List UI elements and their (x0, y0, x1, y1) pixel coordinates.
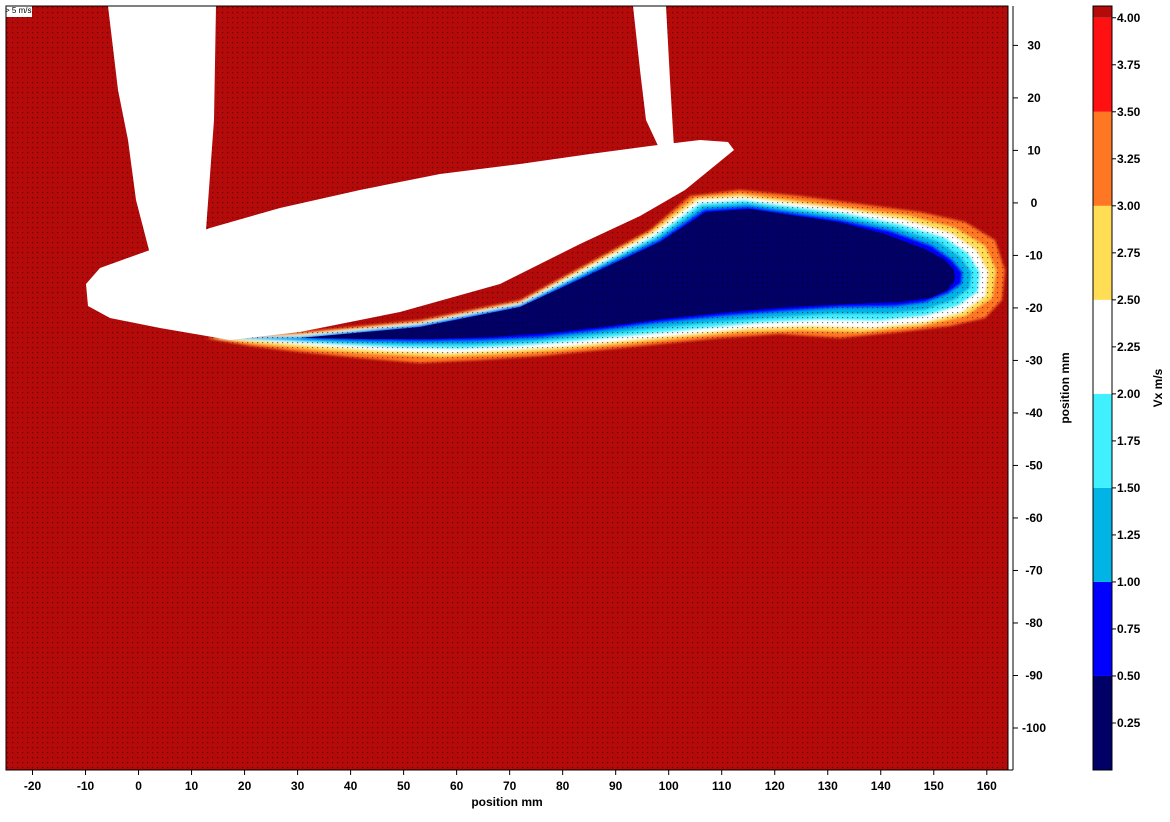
x-tick-label: 40 (344, 779, 358, 793)
x-tick-label: 0 (135, 779, 142, 793)
colorbar-level (1093, 581, 1112, 676)
colorbar-tick-label: 0.75 (1117, 622, 1141, 636)
right-support-strut-mask (633, 6, 674, 150)
colorbar-tick-label: 1.00 (1117, 575, 1141, 589)
colorbar-level (1093, 299, 1112, 394)
x-tick-label: 110 (712, 779, 732, 793)
y-tick-label: -40 (1025, 406, 1043, 420)
x-tick-label: 150 (924, 779, 944, 793)
x-tick-label: 120 (765, 779, 785, 793)
x-tick-label: 80 (556, 779, 570, 793)
vector-reference-label: > 5 m/s (5, 6, 31, 15)
colorbar-tick-label: 3.50 (1117, 105, 1141, 119)
colorbar-tick-label: 1.25 (1117, 528, 1141, 542)
colorbar-tick-label: 1.50 (1117, 481, 1141, 495)
x-tick-label: 160 (977, 779, 997, 793)
airfoil-mask (86, 140, 734, 340)
x-axis-label: position mm (471, 795, 542, 809)
x-tick-label: 130 (818, 779, 838, 793)
y-tick-label: 10 (1027, 143, 1041, 157)
y-tick-label: -80 (1025, 616, 1043, 630)
colorbar-tick-label: 2.25 (1117, 340, 1141, 354)
colorbar-level (1093, 487, 1112, 582)
colorbar-level (1093, 675, 1112, 770)
x-tick-label: 60 (450, 779, 464, 793)
x-tick-label: 90 (609, 779, 623, 793)
plot-area: > 5 m/s (2, 3, 1009, 771)
colorbar-tick-label: 0.25 (1117, 716, 1141, 730)
y-tick-label: -10 (1025, 248, 1043, 262)
colorbar-level (1093, 6, 1112, 18)
x-tick-label: 30 (291, 779, 305, 793)
left-support-strut-mask (108, 6, 216, 254)
colorbar-tick-label: 2.00 (1117, 387, 1141, 401)
x-tick-label: -20 (24, 779, 42, 793)
x-tick-label: 50 (397, 779, 411, 793)
y-tick-label: 30 (1027, 38, 1041, 52)
y-tick-label: -100 (1022, 721, 1046, 735)
x-tick-label: 70 (503, 779, 517, 793)
colorbar-tick-label: 2.50 (1117, 293, 1141, 307)
x-tick-label: -10 (77, 779, 95, 793)
colorbar-tick-label: 1.75 (1117, 434, 1141, 448)
y-tick-label: -50 (1025, 458, 1043, 472)
colorbar: 4.00 3.75 3.50 3.25 3.00 2.75 2.50 2.25 2.00 1.75… (1092, 5, 1141, 771)
x-tick-label: 20 (238, 779, 252, 793)
colorbar-level (1093, 393, 1112, 488)
colorbar-tick-label: 3.25 (1117, 152, 1141, 166)
x-tick-label: 140 (871, 779, 891, 793)
x-tick-label: 10 (185, 779, 199, 793)
y-axis: 30 20 10 0 -10 -20 -30 -40 -50 -60 -70 -80 -90 -100 (1012, 6, 1046, 770)
y-tick-label: 20 (1027, 91, 1041, 105)
y-tick-label: -90 (1025, 668, 1043, 682)
colorbar-tick-label: 0.50 (1117, 669, 1141, 683)
colorbar-level (1093, 205, 1112, 300)
colorbar-tick-label: 2.75 (1117, 246, 1141, 260)
y-tick-label: -30 (1025, 353, 1043, 367)
y-axis-label: position mm (1058, 352, 1072, 423)
x-axis: -20 -10 0 10 20 30 40 50 60 70 80 90 100 110 120 130 140… (6, 769, 1013, 793)
colorbar-tick-label: 3.75 (1117, 58, 1141, 72)
x-tick-label: 100 (659, 779, 679, 793)
colorbar-label: Vx m/s (1151, 368, 1165, 407)
colorbar-tick-label: 4.00 (1117, 11, 1141, 25)
y-tick-label: 0 (1031, 196, 1038, 210)
y-tick-label: -20 (1025, 301, 1043, 315)
colorbar-tick-label: 3.00 (1117, 199, 1141, 213)
colorbar-level (1093, 111, 1112, 206)
colorbar-border (1092, 5, 1113, 771)
colorbar-level (1093, 17, 1112, 112)
y-tick-label: -60 (1025, 511, 1043, 525)
y-tick-label: -70 (1025, 563, 1043, 577)
